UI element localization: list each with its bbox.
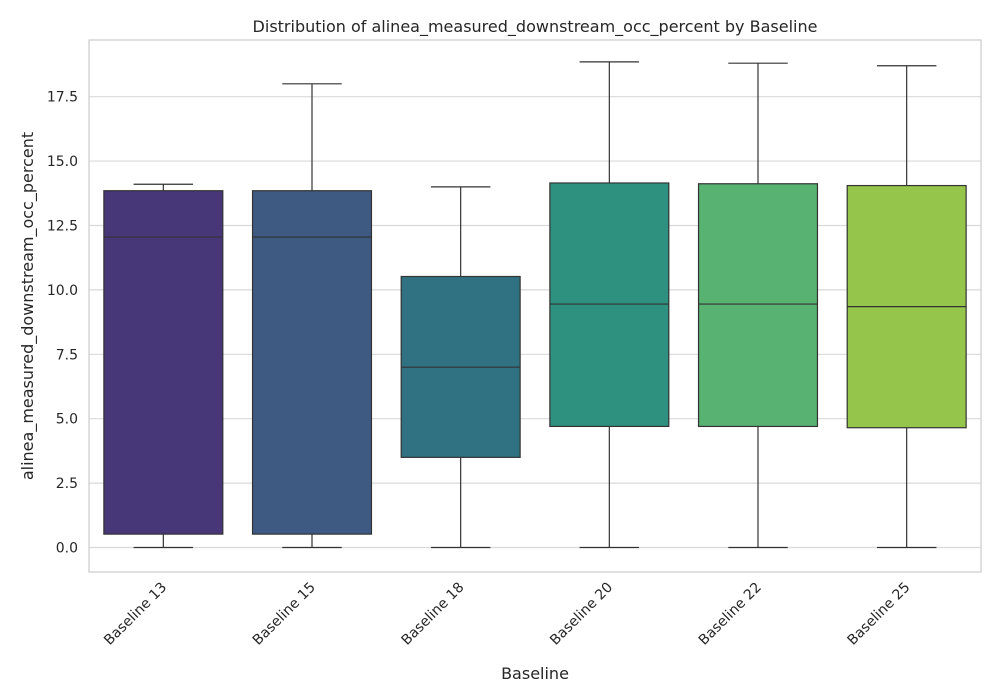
y-tick-label: 0.0 [56,541,78,557]
y-tick-label: 2.5 [56,476,78,492]
grid-lines [89,96,981,549]
y-tick-labels: 0.0 2.5 5.0 7.5 10.0 12.5 15.0 17.5 [47,90,78,557]
y-tick-label: 12.5 [47,218,78,234]
iqr-box [251,190,373,535]
x-tick-label: Baseline 13 [101,580,170,649]
x-tick-label: Baseline 25 [844,580,913,649]
y-tick-label: 15.0 [47,154,78,170]
box-5 [697,62,819,549]
iqr-box [697,183,819,428]
plot-frame [88,39,982,573]
boxes [103,61,967,549]
y-tick-label: 5.0 [56,412,78,428]
box-2 [251,83,373,549]
box-1 [103,183,224,549]
x-tick-label: Baseline 22 [696,580,765,649]
x-tick-label: Baseline 15 [250,580,319,649]
iqr-box [549,182,670,428]
chart-title: Distribution of alinea_measured_downstre… [253,17,818,37]
box-3 [400,186,521,549]
y-tick-label: 10.0 [47,283,78,299]
y-axis-label: alinea_measured_downstream_occ_percent [18,132,38,480]
box-6 [846,65,967,549]
x-axis-label: Baseline [501,664,569,683]
y-tick-label: 17.5 [47,90,78,106]
y-tick-label: 7.5 [56,347,78,363]
x-tick-label: Baseline 18 [398,580,467,649]
x-tick-labels: Baseline 13 Baseline 15 Baseline 18 Baselin… [101,580,913,649]
box-4 [549,61,670,549]
x-tick-label: Baseline 20 [547,580,616,649]
iqr-box [103,190,224,535]
